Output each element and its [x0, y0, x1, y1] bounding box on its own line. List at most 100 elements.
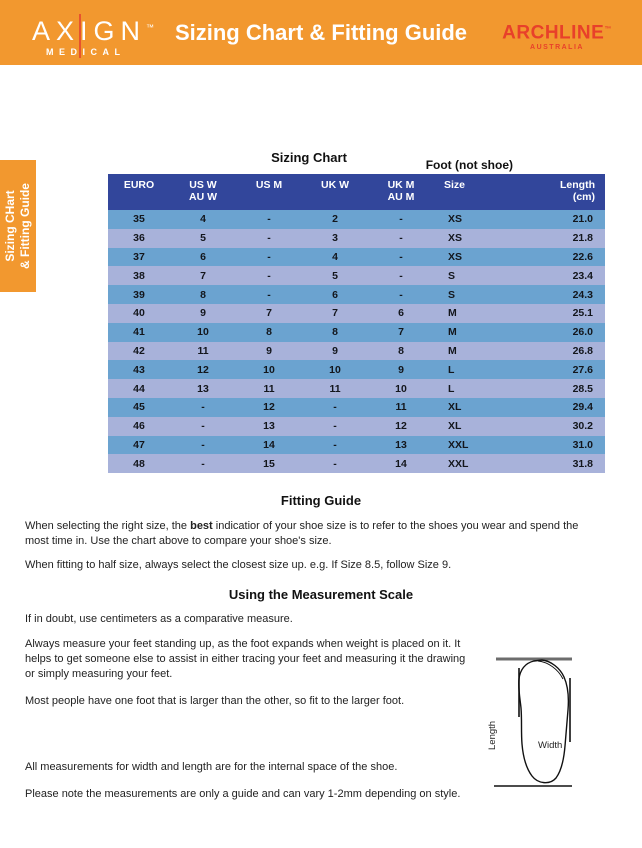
table-cell: -	[170, 454, 236, 474]
table-row: 37 6-4- XS 22.6	[108, 247, 605, 267]
foot-outline-icon	[494, 657, 572, 787]
table-cell: 31.0	[516, 435, 605, 455]
table-cell: 38	[108, 266, 170, 286]
foot-length-label: Length	[487, 720, 498, 750]
table-cell: 47	[108, 435, 170, 455]
sizing-table: EURO US W AU W US M UK W UK M AU M Size	[108, 174, 605, 474]
side-tab: Sizing CHart & Fitting Guide	[0, 160, 36, 292]
table-cell: 9	[302, 341, 368, 361]
table-row: 40 9 7 7 6 M 25.1	[108, 303, 605, 323]
table-cell: 13	[368, 435, 434, 455]
archline-tm-icon: ™	[604, 26, 612, 33]
table-cell: 8	[302, 322, 368, 342]
axign-subtitle: MEDICAL	[46, 47, 126, 57]
table-cell: 29.4	[516, 397, 605, 417]
table-cell: S	[434, 266, 516, 286]
col-header-us-w-line1: US W	[189, 179, 217, 191]
table-cell: 37	[108, 247, 170, 267]
header-banner	[0, 0, 642, 65]
table-cell: -	[302, 454, 368, 474]
table-cell: 7	[302, 303, 368, 323]
table-cell: -	[302, 416, 368, 436]
col-header-euro: EURO	[108, 174, 170, 210]
table-cell: -	[302, 435, 368, 455]
sizing-table-body: 35 4-2- XS 21.0 36 5-3- XS 21.8 37 6-4- XS 22.6 38 7-…	[108, 210, 605, 474]
table-row: 38 7-5- S 23.4	[108, 266, 605, 286]
table-cell: 11	[368, 397, 434, 417]
col-header-us-w-line2: AU W	[189, 191, 217, 203]
table-cell: 6	[368, 303, 434, 323]
col-header-uk-w-line1: UK W	[321, 179, 349, 191]
col-header-length-line2: (cm)	[572, 191, 595, 203]
axign-logo: AXIGN™ MEDICAL	[28, 14, 160, 58]
table-cell: 27.6	[516, 360, 605, 380]
table-cell: -	[236, 266, 302, 286]
measurement-paragraph-1: If in doubt, use centimeters as a compar…	[25, 613, 293, 625]
measurement-paragraph-4: All measurements for width and length ar…	[25, 761, 398, 773]
table-cell: XL	[434, 397, 516, 417]
table-cell: XXL	[434, 454, 516, 474]
table-cell: 35	[108, 210, 170, 229]
table-cell: 10	[302, 360, 368, 380]
col-header-uk-m-line1: UK M	[387, 179, 415, 191]
table-cell: 4	[302, 247, 368, 267]
table-cell: -	[302, 397, 368, 417]
table-cell: -	[170, 397, 236, 417]
table-row: 36 5-3- XS 21.8	[108, 228, 605, 248]
table-cell: 26.8	[516, 341, 605, 361]
side-tab-line-1: Sizing CHart	[3, 190, 17, 262]
table-cell: 2	[302, 210, 368, 229]
side-tab-line-2: & Fitting Guide	[18, 183, 32, 269]
table-cell: -	[368, 228, 434, 248]
table-cell: 6	[170, 247, 236, 267]
table-cell: -	[368, 285, 434, 304]
table-cell: -	[236, 228, 302, 248]
table-caption: Sizing Chart	[271, 150, 347, 165]
table-cell: XS	[434, 228, 516, 248]
table-cell: 9	[170, 303, 236, 323]
table-cell: M	[434, 341, 516, 361]
measurement-paragraph-3: Most people have one foot that is larger…	[25, 695, 405, 707]
side-tab-text: Sizing CHart & Fitting Guide	[3, 183, 33, 269]
p1-part-b: indicatior of your shoe size is to refer…	[25, 520, 579, 547]
table-cell: -	[236, 247, 302, 267]
archline-name: ARCHLINE	[502, 22, 605, 44]
table-cell: 22.6	[516, 247, 605, 267]
p1-part-a: When selecting the right size, the	[25, 520, 191, 532]
table-cell: 6	[302, 285, 368, 304]
table-cell: 13	[170, 379, 236, 398]
axign-tm-icon: ™	[146, 23, 155, 32]
table-cell: 31.8	[516, 454, 605, 474]
table-row: 46-13-12 XL 30.2	[108, 416, 605, 436]
table-cell: 4	[170, 210, 236, 229]
table-cell: -	[170, 416, 236, 436]
table-row: 45-12-11 XL 29.4	[108, 397, 605, 417]
axign-name: AXIGN	[32, 16, 147, 46]
col-header-uk-w: UK W	[302, 174, 368, 210]
table-cell: 21.8	[516, 228, 605, 248]
fitting-guide-paragraph-1: When selecting the right size, the best …	[25, 519, 605, 549]
archline-logo: ARCHLINE™ AUSTRALIA	[502, 20, 612, 52]
table-cell: 44	[108, 379, 170, 398]
table-cell: 12	[236, 397, 302, 417]
table-cell: 11	[236, 379, 302, 398]
col-header-us-m: US M	[236, 174, 302, 210]
table-cell: 8	[368, 341, 434, 361]
table-cell: S	[434, 285, 516, 304]
archline-subtitle: AUSTRALIA	[530, 44, 584, 52]
table-cell: 12	[368, 416, 434, 436]
axign-wordmark: AXIGN™	[28, 14, 160, 45]
table-cell: 30.2	[516, 416, 605, 436]
sizing-table-header-row: EURO US W AU W US M UK W UK M AU M Size	[108, 174, 605, 210]
col-header-size: Size	[434, 174, 516, 210]
fitting-guide-paragraph-2: When fitting to half size, always select…	[25, 559, 452, 571]
table-row: 43 12 10 10 9 L 27.6	[108, 360, 605, 380]
table-cell: 7	[236, 303, 302, 323]
table-cell: L	[434, 360, 516, 380]
table-row: 42 11 9 9 8 M 26.8	[108, 341, 605, 361]
table-cell: 14	[368, 454, 434, 474]
table-cell: M	[434, 303, 516, 323]
archline-wordmark: ARCHLINE™	[502, 20, 612, 43]
table-cell: 3	[302, 228, 368, 248]
table-cell: 21.0	[516, 210, 605, 229]
